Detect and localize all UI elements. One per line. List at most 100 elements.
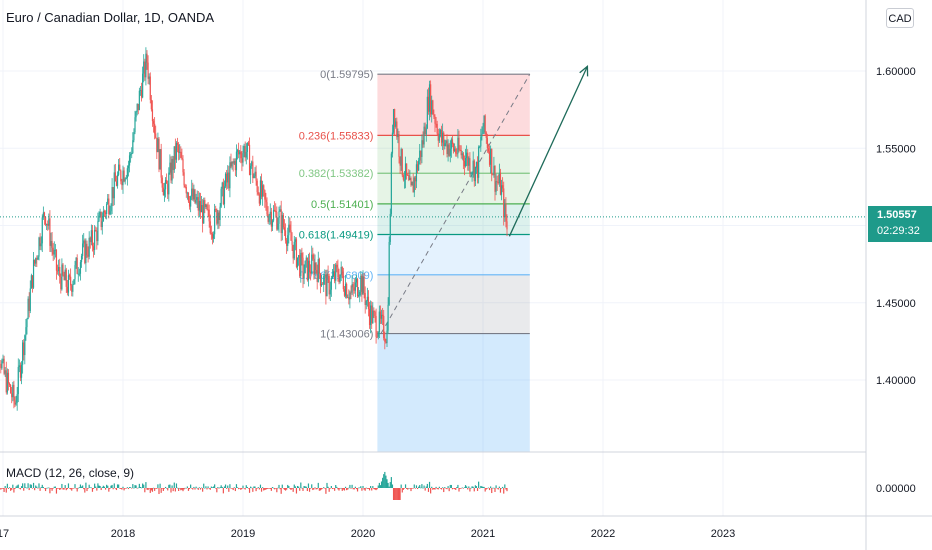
macd-bar — [198, 487, 200, 488]
candle-body — [219, 206, 221, 220]
candle-body — [392, 109, 395, 133]
candle-body — [439, 129, 442, 135]
candle-body — [197, 197, 199, 211]
candle-body — [239, 151, 241, 155]
macd-bar — [399, 488, 401, 500]
macd-bar — [371, 488, 373, 491]
macd-bar — [182, 488, 184, 492]
candle-body — [388, 241, 390, 305]
macd-bar — [59, 488, 61, 490]
candle-body — [106, 203, 108, 214]
candle-body — [82, 243, 84, 256]
candle-body — [449, 148, 451, 156]
macd-bar — [485, 488, 487, 490]
candle-body — [431, 100, 433, 115]
currency-button[interactable]: CAD — [886, 8, 914, 28]
candle-body — [140, 90, 143, 98]
macd-bar — [488, 488, 491, 491]
candle-body — [109, 211, 111, 215]
macd-bar — [443, 488, 445, 493]
candle-body — [484, 115, 486, 133]
candle-body — [420, 150, 422, 157]
candle-body — [427, 96, 430, 112]
macd-bar — [432, 488, 434, 490]
macd-bar — [494, 488, 496, 492]
macd-bar — [191, 488, 193, 489]
macd-bar — [354, 486, 356, 488]
macd-bar — [462, 488, 464, 489]
macd-bar — [91, 488, 94, 492]
candle-body — [250, 165, 252, 176]
macd-bar — [58, 488, 60, 489]
macd-bar — [205, 486, 207, 488]
macd-bar — [434, 488, 436, 490]
candle-body — [445, 140, 447, 144]
candle-body — [422, 140, 424, 145]
macd-bar — [75, 488, 77, 489]
candle-body — [251, 161, 253, 166]
candle-body — [132, 140, 134, 153]
candle-body — [474, 166, 476, 182]
candle-body — [265, 199, 267, 203]
candle-body — [402, 175, 404, 180]
macd-bar — [251, 487, 253, 489]
macd-bar — [262, 487, 264, 488]
candle-body — [99, 211, 101, 216]
macd-bar — [193, 486, 195, 488]
candle-body — [313, 258, 315, 275]
macd-bar — [224, 484, 227, 488]
macd-bar — [377, 485, 379, 488]
candle-body — [493, 165, 495, 175]
macd-bar — [160, 488, 162, 493]
candle-body — [241, 158, 243, 163]
candle-body — [24, 335, 26, 356]
fib-level-label: 0.618(1.49419) — [299, 229, 374, 241]
candle-body — [192, 188, 194, 200]
macd-bar — [438, 486, 440, 488]
candle-body — [53, 249, 55, 255]
candle-body — [387, 304, 389, 331]
candle-body — [347, 297, 349, 299]
macd-bar — [474, 485, 476, 488]
macd-bar — [190, 484, 192, 488]
macd-bar — [382, 477, 384, 488]
macd-bar — [346, 488, 348, 491]
macd-bar — [490, 486, 492, 488]
candle-body — [116, 174, 119, 186]
macd-bar — [12, 484, 14, 488]
candle-body — [306, 257, 308, 281]
candle-body — [174, 146, 176, 160]
candle-body — [144, 61, 146, 78]
macd-bar — [445, 488, 447, 489]
candle-body — [363, 276, 365, 293]
candle-body — [365, 300, 367, 306]
macd-bar — [125, 488, 127, 489]
candle-body — [408, 175, 410, 181]
macd-bar — [149, 488, 151, 493]
macd-bar — [259, 484, 262, 488]
candle-body — [236, 150, 239, 152]
macd-bar — [467, 488, 469, 490]
macd-bar — [372, 486, 374, 488]
candle-body — [282, 215, 284, 228]
macd-bar — [23, 488, 25, 491]
macd-bar — [301, 487, 303, 489]
macd-bar — [310, 488, 312, 489]
macd-bar — [170, 488, 172, 493]
macd-bar — [376, 488, 378, 490]
macd-bar — [97, 483, 99, 488]
candle-body — [467, 152, 469, 166]
macd-bar — [349, 484, 351, 488]
candle-body — [202, 205, 204, 224]
macd-bar — [495, 485, 497, 488]
macd-bar — [35, 485, 37, 488]
fibonacci-retracement: 0(1.59795) 0.236(1.55833) 0.382(1.53382) 0.… — [299, 69, 531, 452]
candle-body — [428, 84, 431, 112]
candle-body — [22, 342, 24, 365]
candle-body — [330, 278, 332, 290]
candle-body — [85, 243, 87, 263]
candle-body — [300, 252, 302, 277]
macd-bar — [108, 488, 110, 492]
macd-bar — [296, 485, 299, 488]
